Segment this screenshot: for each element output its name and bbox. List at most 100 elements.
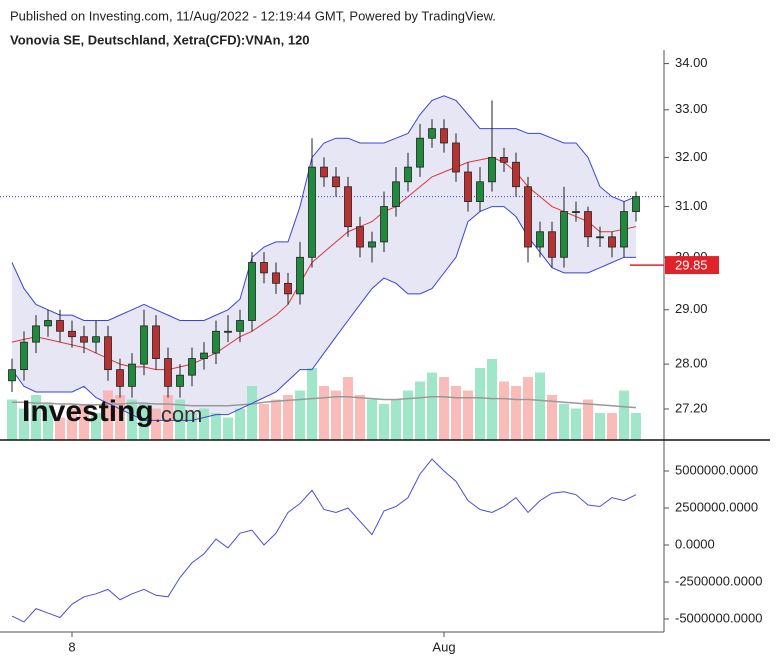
volume-bar	[559, 404, 569, 440]
volume-bar	[79, 404, 89, 440]
volume-bar	[391, 399, 401, 440]
volume-ma-line	[12, 396, 637, 409]
volume-bar	[499, 381, 509, 440]
volume-bar	[463, 390, 473, 440]
y-tick-label: 34.00	[675, 55, 708, 70]
price-label: 29.85	[675, 258, 708, 273]
volume-bar	[187, 413, 197, 440]
y-tick-label: 0.0000	[675, 536, 715, 551]
candle-body	[32, 325, 40, 343]
volume-bar	[367, 399, 377, 440]
y-tick-label: 33.00	[675, 101, 708, 116]
candle-body	[20, 341, 28, 371]
y-tick-label: -5000000.0000	[675, 610, 762, 625]
volume-bar	[103, 390, 113, 440]
sma-line	[11, 156, 637, 371]
candle-body	[416, 137, 424, 168]
candle-body	[404, 166, 412, 183]
volume-bar	[271, 399, 281, 440]
candle-body	[512, 161, 520, 188]
volume-bar	[583, 399, 593, 440]
y-tick-label: -2500000.0000	[675, 573, 762, 588]
candle-body	[536, 231, 544, 248]
candle-body	[332, 176, 340, 188]
volume-bar	[91, 413, 101, 440]
candle-body	[152, 325, 160, 359]
volume-bar	[211, 413, 221, 440]
y-tick-label: 28.00	[675, 356, 708, 371]
candle-body	[92, 336, 100, 343]
volume-bar	[199, 408, 209, 440]
volume-bar	[235, 408, 245, 440]
candle-body	[224, 330, 232, 333]
candle-body	[344, 186, 352, 228]
volume-bar	[523, 377, 533, 440]
candle-body	[296, 256, 304, 295]
candle-body	[428, 128, 436, 139]
volume-bar	[55, 417, 65, 440]
volume-bar	[19, 408, 29, 440]
watermark-brand: Investing	[22, 395, 154, 428]
candle-body	[584, 211, 592, 238]
volume-bar	[31, 395, 41, 440]
volume-bar	[619, 390, 629, 440]
candle-body	[116, 369, 124, 387]
candle-body	[104, 336, 112, 371]
candle-body	[368, 241, 376, 248]
candle-body	[572, 211, 580, 213]
volume-bar	[607, 413, 617, 440]
candle-body	[188, 358, 196, 376]
band-fill	[12, 95, 636, 421]
plot-area	[0, 95, 664, 440]
volume-bar	[223, 417, 233, 440]
volume-bar	[403, 390, 413, 440]
volume-bar	[163, 395, 173, 440]
candle-body	[500, 157, 508, 163]
y-tick-label: 32.00	[675, 149, 708, 164]
volume-bar	[547, 395, 557, 440]
candle-body	[392, 181, 400, 207]
candle-body	[320, 166, 328, 178]
volume-bar	[295, 390, 305, 440]
volume-bar	[175, 399, 185, 440]
volume-bar	[427, 372, 437, 440]
volume-bar	[115, 395, 125, 440]
volume-bar	[379, 404, 389, 440]
volume-bar	[67, 408, 77, 440]
volume-bar	[475, 368, 485, 440]
lower-band	[11, 206, 636, 421]
y-tick-label: 5000000.0000	[675, 462, 758, 477]
price-label-box	[665, 256, 719, 275]
volume-bar	[535, 372, 545, 440]
y-tick-label: 31.00	[675, 198, 708, 213]
candle-body	[548, 231, 556, 258]
candle-body	[452, 142, 460, 173]
watermark-suffix: .com	[155, 402, 203, 427]
volume-bar	[319, 386, 329, 440]
candle-body	[524, 186, 532, 248]
candle-body	[236, 320, 244, 332]
y-tick-label: 27.20	[675, 400, 708, 415]
candle-body	[608, 236, 616, 248]
candle-body	[632, 196, 640, 212]
upper-band	[11, 95, 637, 321]
candle-body	[620, 211, 628, 248]
y-tick-label: 2500000.0000	[675, 499, 758, 514]
volume-bar	[415, 381, 425, 440]
candle-body	[356, 226, 364, 248]
candle-body	[128, 363, 136, 387]
volume-bar	[259, 404, 269, 440]
volume-bar	[151, 408, 161, 440]
volume-bar	[343, 377, 353, 440]
candle-body	[248, 262, 256, 321]
candle-body	[464, 171, 472, 202]
candle-body	[380, 206, 388, 243]
y-tick-label: 29.00	[675, 301, 708, 316]
volume-bar	[7, 399, 17, 440]
volume-bar	[631, 413, 641, 440]
candle-body	[68, 330, 76, 338]
volume-bar	[451, 386, 461, 440]
volume-bar	[307, 368, 317, 440]
candle-body	[140, 325, 148, 365]
candle-body	[308, 166, 316, 258]
